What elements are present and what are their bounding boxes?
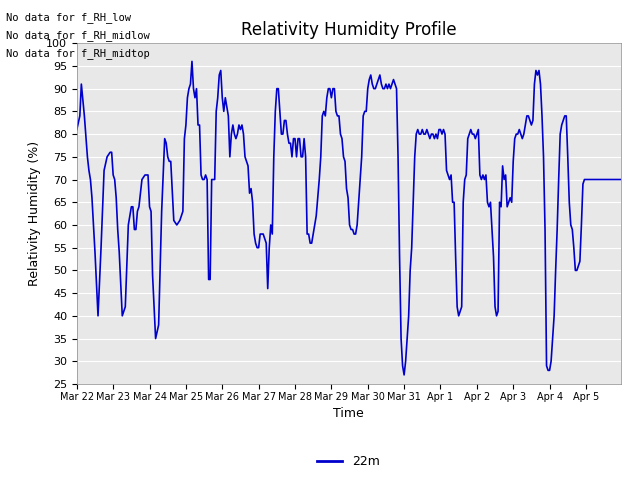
Legend: 22m: 22m	[312, 450, 385, 473]
Y-axis label: Relativity Humidity (%): Relativity Humidity (%)	[28, 141, 40, 286]
X-axis label: Time: Time	[333, 407, 364, 420]
Text: No data for f_RH_midtop: No data for f_RH_midtop	[6, 48, 150, 60]
Text: No data for f_RH_low: No data for f_RH_low	[6, 12, 131, 23]
Title: Relativity Humidity Profile: Relativity Humidity Profile	[241, 21, 456, 39]
Text: No data for f_RH_midlow: No data for f_RH_midlow	[6, 30, 150, 41]
